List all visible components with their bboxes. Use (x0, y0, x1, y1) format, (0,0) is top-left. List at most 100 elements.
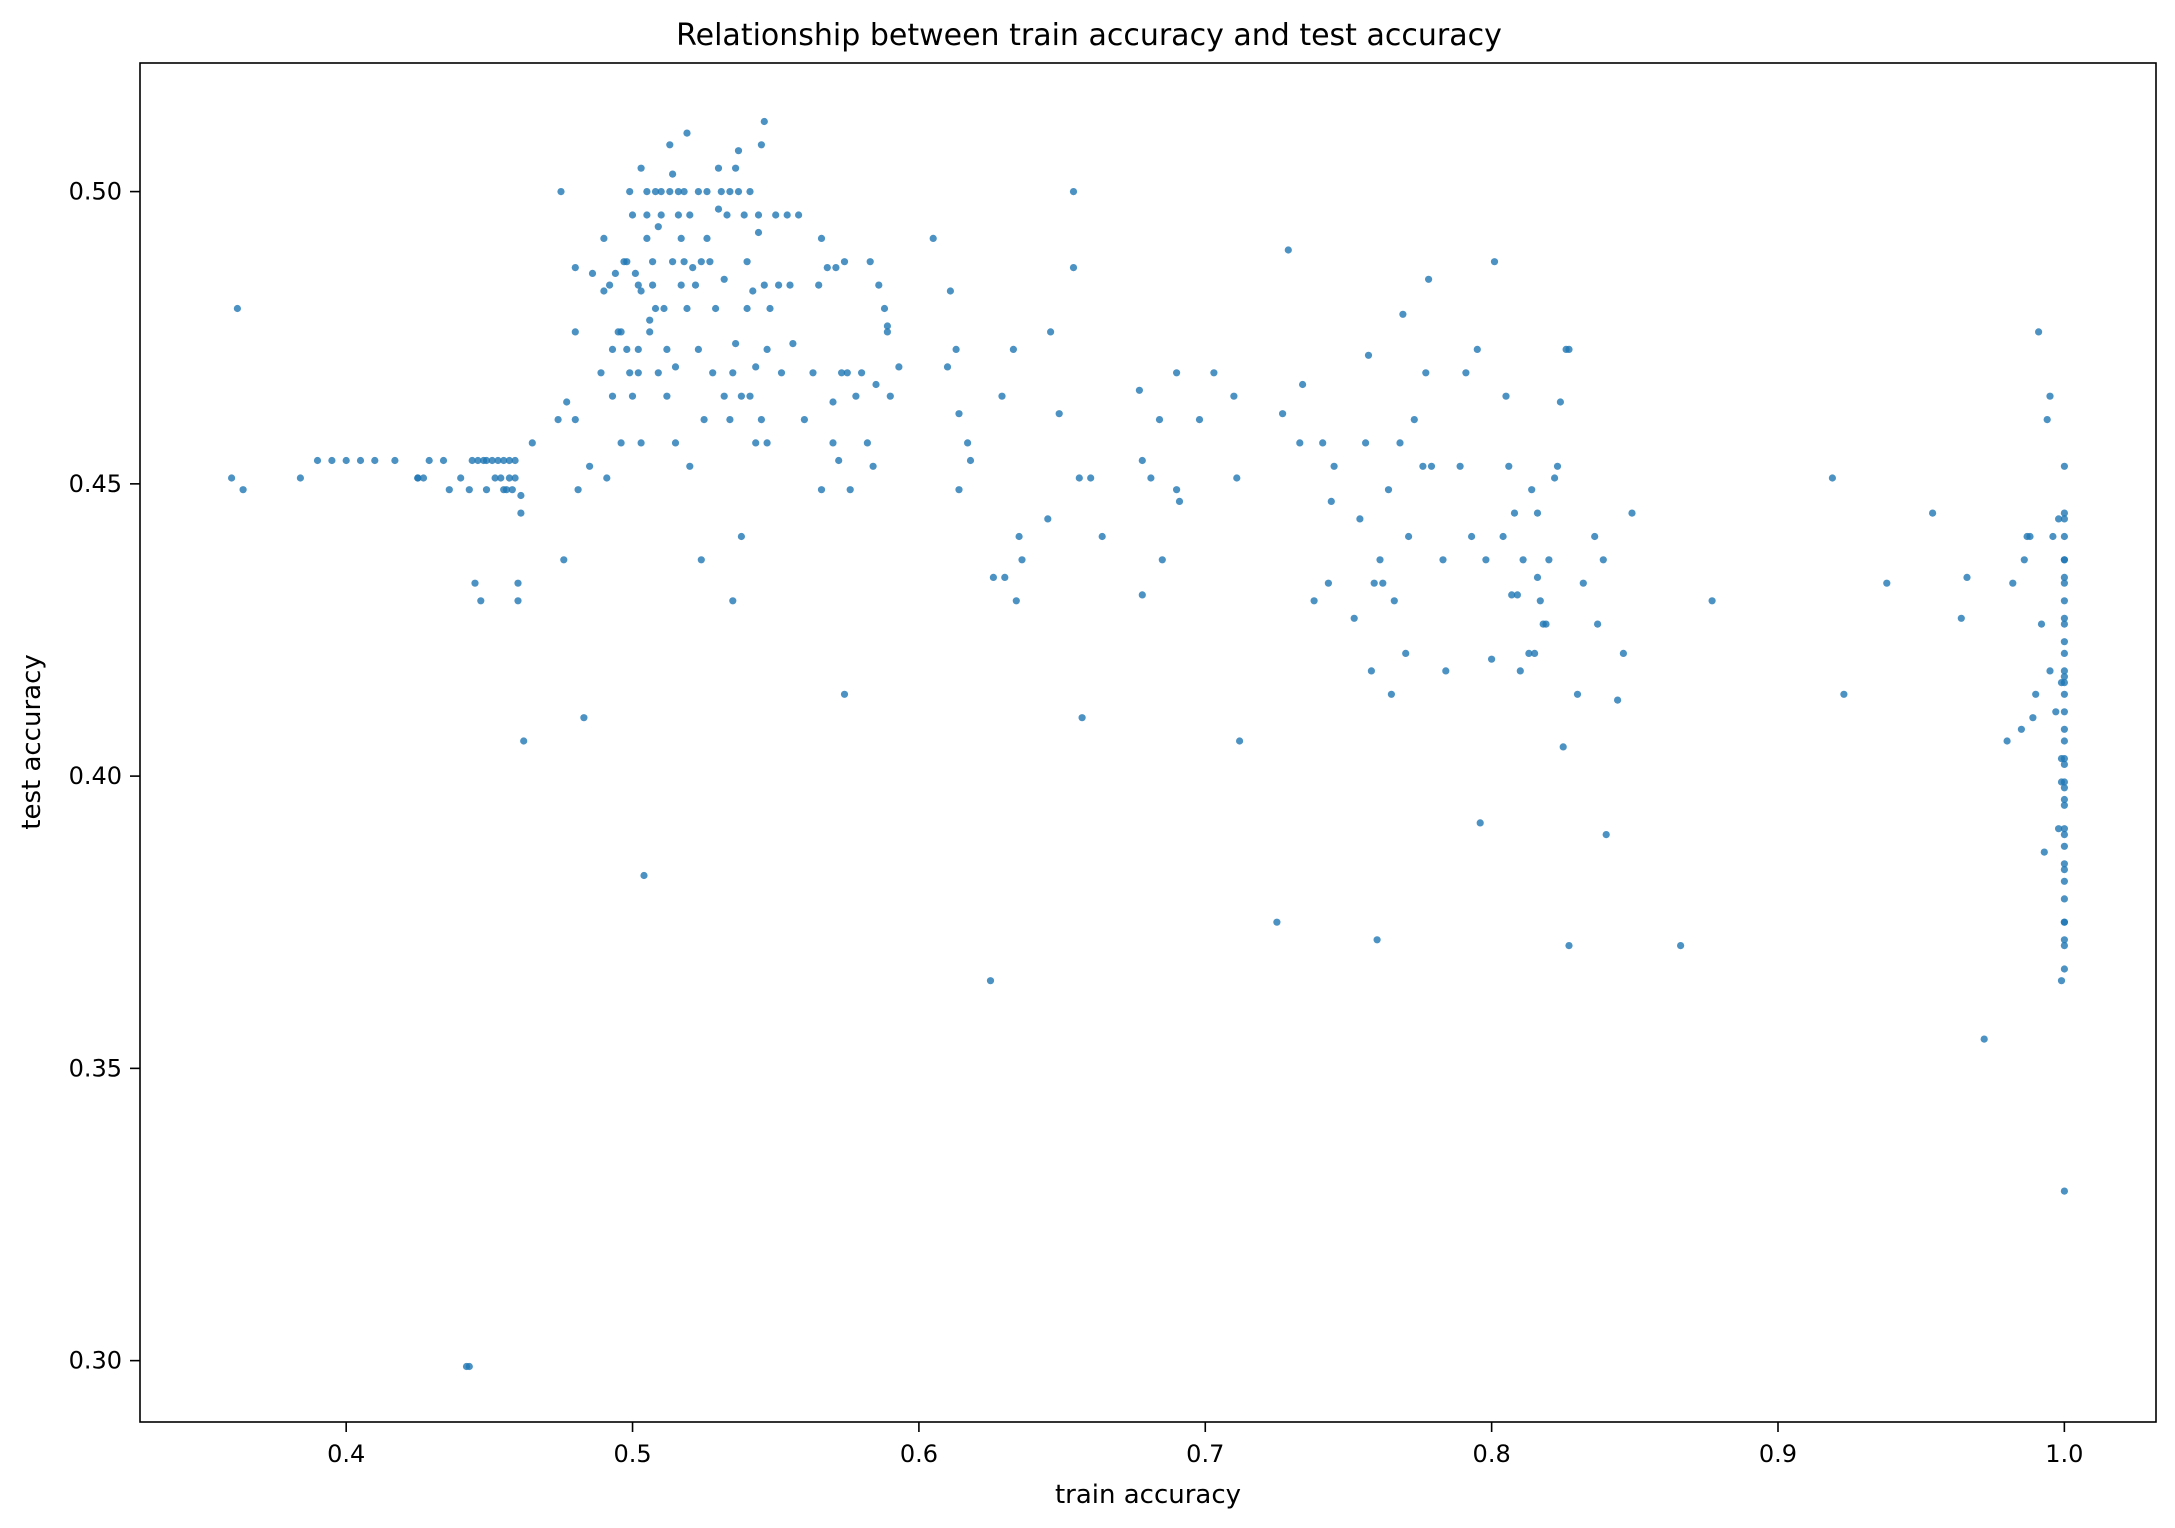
scatter-point (989, 573, 998, 582)
scatter-point (1619, 649, 1627, 658)
scatter-point (1542, 620, 1550, 628)
scatter-point (465, 486, 473, 494)
scatter-point (654, 369, 662, 377)
scatter-point (1396, 439, 1404, 447)
scatter-point (2003, 737, 2011, 745)
scatter-point (586, 462, 594, 470)
scatter-point (829, 439, 837, 447)
scatter-point (606, 281, 614, 289)
scatter-point (2052, 708, 2060, 716)
scatter-point (643, 211, 651, 219)
scatter-point (669, 170, 677, 178)
scatter-point (574, 486, 582, 494)
scatter-point (2032, 690, 2040, 698)
scatter-point (1410, 416, 1418, 424)
scatter-point (866, 258, 874, 266)
scatter-point (737, 532, 746, 541)
scatter-point (1233, 474, 1241, 482)
scatter-point (875, 281, 883, 289)
scatter-point (737, 392, 746, 400)
scatter-point (1078, 714, 1086, 722)
scatter-point (1488, 655, 1496, 663)
scatter-point (643, 188, 651, 196)
scatter-point (600, 287, 608, 295)
scatter-point (626, 369, 634, 377)
scatter-point (1573, 690, 1582, 698)
scatter-point (671, 363, 680, 371)
scatter-point (732, 164, 740, 172)
scatter-point (840, 258, 849, 266)
scatter-point (505, 456, 513, 465)
scatter-point (560, 556, 568, 564)
scatter-point (955, 410, 963, 418)
scatter-point (1376, 556, 1384, 564)
scatter-point (1602, 831, 1610, 839)
scatter-point (1379, 579, 1387, 587)
scatter-point (1319, 439, 1327, 447)
scatter-point (714, 164, 723, 172)
y-tick-label: 0.40 (69, 762, 122, 790)
scatter-point (1390, 597, 1398, 605)
scatter-point (2060, 755, 2068, 763)
scatter-point (654, 223, 662, 231)
scatter-point (657, 211, 665, 219)
scatter-point (649, 258, 657, 266)
scatter-point (1422, 369, 1430, 377)
scatter-point (517, 491, 525, 500)
scatter-point (228, 474, 236, 482)
scatter-point (1370, 579, 1378, 587)
scatter-point (1155, 416, 1164, 424)
scatter-point (563, 398, 571, 406)
scatter-point (2060, 795, 2068, 804)
scatter-point (800, 416, 809, 424)
scatter-point (1508, 591, 1516, 599)
scatter-point (2057, 977, 2066, 985)
scatter-point (1047, 328, 1055, 336)
scatter-point (1055, 410, 1063, 418)
scatter-point (1402, 649, 1410, 658)
scatter-point (1579, 579, 1587, 587)
scatter-point (465, 1362, 473, 1371)
scatter-point (391, 456, 399, 465)
scatter-point (508, 486, 516, 494)
scatter-point (2060, 462, 2068, 470)
scatter-point (1439, 556, 1447, 564)
scatter-point (786, 281, 794, 289)
scatter-point (2060, 760, 2068, 769)
scatter-point (2060, 831, 2068, 839)
scatter-point (1173, 369, 1181, 377)
scatter-point (726, 188, 734, 196)
scatter-point (952, 345, 960, 353)
scatter-point (943, 363, 952, 371)
scatter-point (1012, 597, 1020, 605)
scatter-point (2043, 416, 2051, 424)
scatter-point (1373, 936, 1381, 944)
scatter-point (880, 304, 889, 313)
scatter-point (1135, 386, 1143, 394)
scatter-point (571, 264, 579, 272)
scatter-point (1442, 667, 1450, 675)
scatter-point (964, 439, 972, 447)
scatter-point (677, 281, 685, 289)
scatter-point (666, 188, 674, 196)
scatter-point (703, 188, 711, 196)
scatter-point (697, 556, 705, 564)
x-tick-label: 1.0 (2045, 1440, 2083, 1468)
scatter-point (2017, 725, 2025, 733)
scatter-point (2060, 737, 2068, 745)
scatter-point (2060, 638, 2068, 646)
scatter-point (2055, 515, 2063, 523)
scatter-point (1330, 462, 1338, 470)
scatter-point (2060, 895, 2068, 903)
scatter-point (757, 141, 766, 149)
scatter-point (500, 486, 508, 494)
scatter-point (2029, 714, 2037, 722)
scatter-point (1098, 532, 1106, 541)
scatter-point (2060, 918, 2068, 926)
scatter-point (2060, 649, 2068, 658)
scatter-point (2060, 784, 2068, 792)
scatter-point (743, 258, 751, 266)
scatter-point (2060, 725, 2068, 733)
scatter-point (1473, 345, 1481, 353)
